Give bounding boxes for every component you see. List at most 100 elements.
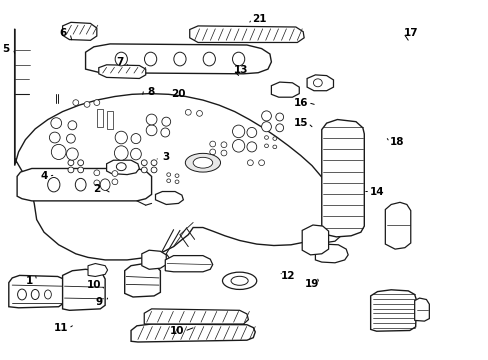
Text: 8: 8 — [147, 87, 154, 97]
Ellipse shape — [175, 174, 179, 177]
Polygon shape — [9, 275, 64, 308]
Ellipse shape — [232, 139, 244, 152]
Ellipse shape — [66, 134, 75, 143]
Ellipse shape — [264, 144, 268, 148]
Polygon shape — [85, 44, 271, 74]
Ellipse shape — [141, 160, 147, 166]
Ellipse shape — [193, 157, 212, 168]
Text: 12: 12 — [281, 271, 295, 282]
Ellipse shape — [75, 178, 86, 191]
Ellipse shape — [78, 167, 83, 173]
Ellipse shape — [131, 134, 141, 144]
Ellipse shape — [230, 276, 247, 285]
Ellipse shape — [196, 111, 202, 116]
Ellipse shape — [261, 122, 271, 132]
Ellipse shape — [175, 180, 179, 184]
Polygon shape — [385, 202, 410, 249]
Polygon shape — [62, 22, 97, 40]
Ellipse shape — [114, 146, 128, 160]
Ellipse shape — [49, 132, 60, 143]
Ellipse shape — [161, 128, 169, 137]
Polygon shape — [321, 120, 364, 237]
Ellipse shape — [246, 142, 256, 152]
Text: 21: 21 — [251, 14, 266, 24]
Text: 6: 6 — [59, 28, 66, 38]
Ellipse shape — [313, 79, 322, 87]
Text: 15: 15 — [293, 118, 307, 128]
Text: 2: 2 — [93, 184, 100, 194]
Ellipse shape — [18, 289, 26, 300]
Ellipse shape — [73, 100, 79, 105]
Text: 7: 7 — [116, 57, 123, 67]
Text: 9: 9 — [95, 297, 102, 307]
Ellipse shape — [112, 171, 118, 176]
Ellipse shape — [258, 160, 264, 166]
Ellipse shape — [100, 179, 110, 190]
Polygon shape — [142, 250, 166, 269]
Polygon shape — [189, 26, 304, 42]
Ellipse shape — [232, 125, 244, 138]
Polygon shape — [131, 324, 255, 342]
Ellipse shape — [209, 141, 215, 147]
Ellipse shape — [48, 177, 60, 192]
Ellipse shape — [68, 167, 74, 173]
Polygon shape — [308, 226, 339, 243]
Text: 13: 13 — [233, 65, 247, 75]
Text: 16: 16 — [293, 98, 307, 108]
Text: 19: 19 — [304, 279, 319, 289]
Ellipse shape — [246, 127, 256, 138]
Text: 20: 20 — [171, 89, 185, 99]
Ellipse shape — [272, 145, 276, 149]
Ellipse shape — [146, 125, 157, 136]
Ellipse shape — [185, 109, 191, 115]
Ellipse shape — [173, 52, 185, 66]
Polygon shape — [370, 290, 416, 331]
Ellipse shape — [222, 272, 256, 289]
Ellipse shape — [115, 131, 127, 144]
Polygon shape — [97, 109, 103, 127]
Text: 4: 4 — [40, 171, 48, 181]
Ellipse shape — [51, 118, 61, 129]
Ellipse shape — [162, 117, 170, 126]
Polygon shape — [124, 264, 160, 297]
Ellipse shape — [203, 52, 215, 66]
Text: 17: 17 — [403, 28, 417, 38]
Ellipse shape — [141, 167, 147, 173]
Polygon shape — [15, 29, 334, 260]
Ellipse shape — [66, 148, 78, 160]
Ellipse shape — [261, 111, 271, 121]
Text: 18: 18 — [389, 137, 404, 147]
Ellipse shape — [144, 52, 156, 66]
Polygon shape — [62, 269, 105, 310]
Polygon shape — [271, 82, 299, 97]
Text: 10: 10 — [169, 326, 184, 336]
Ellipse shape — [94, 180, 100, 186]
Ellipse shape — [185, 153, 220, 172]
Polygon shape — [99, 65, 145, 78]
Polygon shape — [144, 309, 248, 324]
Ellipse shape — [84, 102, 90, 107]
Polygon shape — [165, 256, 212, 272]
Text: 10: 10 — [86, 280, 101, 290]
Ellipse shape — [146, 114, 157, 125]
Ellipse shape — [151, 160, 157, 166]
Text: 11: 11 — [54, 323, 68, 333]
Ellipse shape — [275, 124, 283, 132]
Ellipse shape — [94, 100, 100, 105]
Polygon shape — [17, 168, 151, 201]
Polygon shape — [106, 160, 139, 175]
Ellipse shape — [68, 160, 74, 166]
Ellipse shape — [275, 113, 283, 121]
Ellipse shape — [94, 170, 100, 176]
Ellipse shape — [112, 179, 118, 185]
Ellipse shape — [264, 136, 268, 139]
Ellipse shape — [115, 52, 127, 66]
Ellipse shape — [166, 179, 170, 183]
Text: 5: 5 — [2, 44, 9, 54]
Ellipse shape — [151, 167, 157, 173]
Polygon shape — [88, 264, 107, 276]
Text: 14: 14 — [369, 186, 384, 197]
Polygon shape — [155, 192, 183, 204]
Text: 1: 1 — [26, 276, 33, 286]
Ellipse shape — [116, 163, 126, 171]
